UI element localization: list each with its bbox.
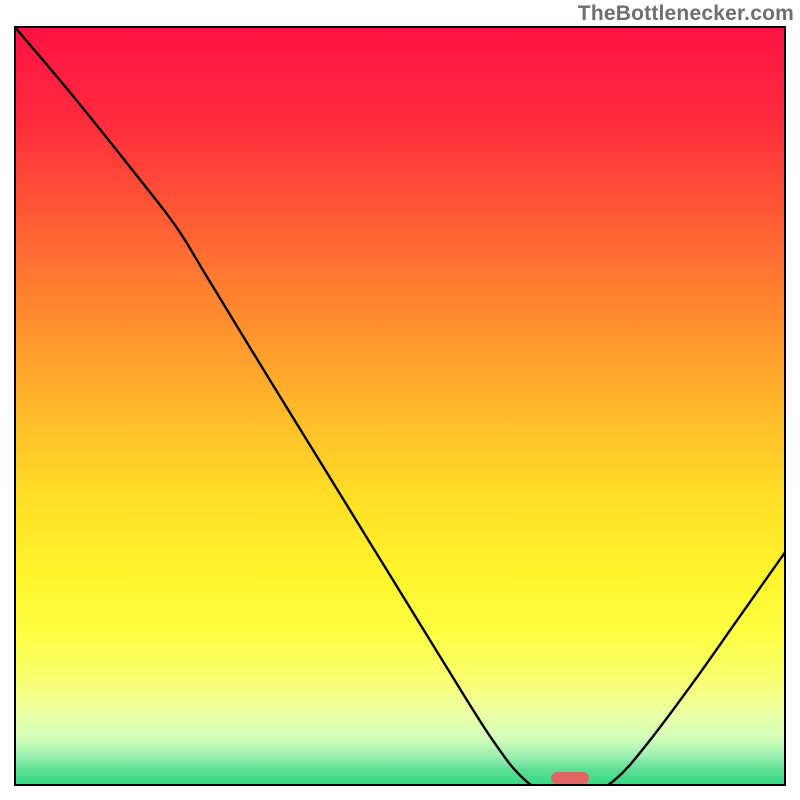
frame-top	[14, 26, 786, 28]
watermark-label: TheBottlenecker.com	[578, 0, 800, 28]
frame-left	[14, 26, 16, 786]
frame-bottom	[14, 784, 786, 786]
heat-gradient	[14, 26, 786, 786]
optimal-marker	[551, 772, 589, 784]
plot-area	[14, 26, 786, 786]
frame-right	[784, 26, 786, 786]
chart-container: TheBottlenecker.com	[0, 0, 800, 800]
